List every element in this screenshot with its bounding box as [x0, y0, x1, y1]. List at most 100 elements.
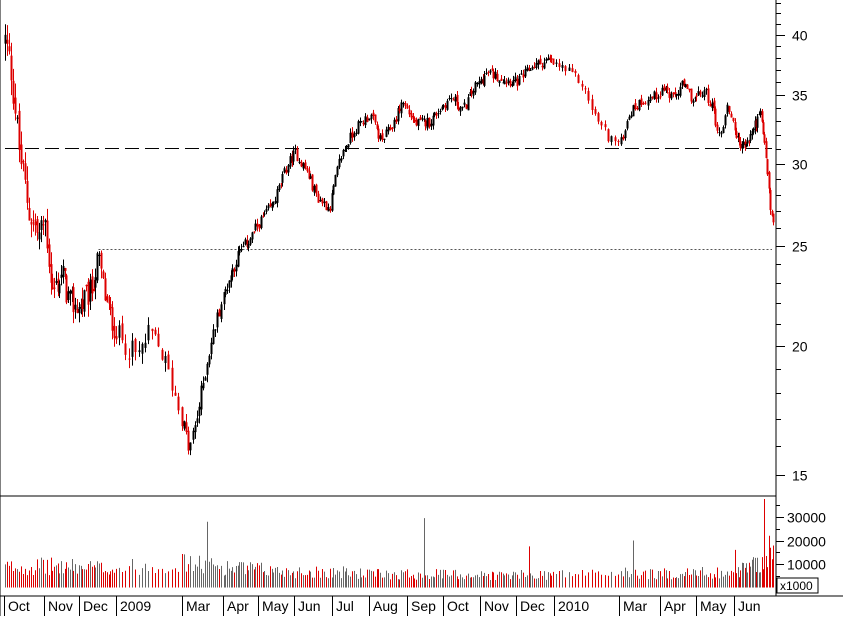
- candle-body: [571, 68, 574, 72]
- candle-body: [651, 96, 654, 98]
- candle-body: [144, 342, 147, 348]
- candle-body: [262, 215, 265, 217]
- candle-body: [647, 100, 650, 106]
- candle-body: [161, 349, 164, 360]
- candle-body: [344, 149, 347, 152]
- candle-body: [260, 216, 263, 228]
- candle-body: [22, 161, 25, 163]
- candle-body: [131, 340, 134, 357]
- candle-body: [442, 105, 445, 107]
- month-label: Mar: [186, 598, 210, 614]
- candle-body: [58, 283, 61, 294]
- candle-body: [253, 231, 256, 233]
- candle-body: [701, 95, 704, 97]
- month-label: Dec: [83, 598, 108, 614]
- candle-body: [607, 129, 610, 142]
- candle-body: [46, 220, 49, 249]
- candle-body: [759, 110, 762, 116]
- candle-body: [485, 72, 488, 75]
- candle-body: [26, 180, 29, 203]
- candle-body: [181, 407, 184, 427]
- candle-body: [634, 103, 637, 110]
- candle-body: [271, 202, 274, 209]
- candle-body: [681, 80, 684, 86]
- candle-body: [200, 385, 203, 410]
- candle-body: [741, 143, 744, 149]
- candle-body: [692, 100, 695, 103]
- candle-body: [584, 88, 587, 90]
- candle-body: [675, 94, 678, 96]
- candle-body: [357, 121, 360, 134]
- candle-body: [452, 99, 455, 101]
- candle-body: [138, 350, 141, 353]
- candle-body: [726, 104, 729, 114]
- candle-body: [514, 76, 517, 82]
- candle-body: [185, 422, 188, 432]
- candle-body: [285, 169, 288, 174]
- candle-body: [242, 245, 245, 248]
- candle-body: [355, 132, 358, 134]
- candle-body: [480, 79, 483, 84]
- candle-body: [87, 281, 90, 305]
- candle-body: [457, 106, 460, 110]
- candle-body: [642, 103, 645, 105]
- candle-body: [437, 113, 440, 115]
- candle-body: [298, 161, 301, 163]
- candle-body: [742, 141, 745, 146]
- candle-body: [289, 156, 292, 167]
- candle-body: [545, 58, 548, 61]
- candle-body: [640, 98, 643, 105]
- candle-body: [115, 336, 118, 340]
- candle-body: [526, 67, 529, 71]
- candle-body: [732, 117, 735, 122]
- candle-body: [306, 168, 309, 172]
- candle-body: [64, 268, 67, 271]
- candle-body: [113, 325, 116, 338]
- candle-body: [724, 115, 727, 126]
- candle-body: [379, 135, 382, 140]
- candle-body: [686, 84, 689, 89]
- candle-body: [228, 280, 231, 288]
- candle-body: [231, 268, 234, 278]
- candle-body: [524, 69, 527, 77]
- candle-body: [51, 278, 54, 290]
- candle-body: [594, 109, 597, 114]
- candle-body: [703, 90, 706, 97]
- candle-body: [220, 304, 223, 319]
- price-tick-label: 30: [792, 157, 808, 173]
- candle-body: [547, 58, 550, 61]
- candle-body: [300, 161, 303, 167]
- candle-body: [65, 275, 68, 303]
- candle-body: [272, 203, 275, 205]
- candle-body: [76, 308, 79, 313]
- candle-body: [91, 276, 94, 294]
- candle-body: [737, 136, 740, 138]
- candle-body: [404, 103, 407, 106]
- candle-body: [577, 75, 580, 83]
- volume-multiplier-label: x1000: [780, 579, 813, 593]
- candle-body: [128, 358, 131, 360]
- candle-body: [624, 130, 627, 139]
- candle-body: [549, 56, 552, 60]
- month-label: Oct: [8, 598, 30, 614]
- candle-body: [472, 91, 475, 96]
- candle-body: [402, 103, 405, 105]
- month-label: Jul: [336, 598, 354, 614]
- candle-body: [558, 63, 561, 68]
- candle-body: [591, 99, 594, 110]
- candle-body: [555, 62, 558, 64]
- candle-body: [505, 82, 508, 84]
- candle-body: [249, 238, 252, 245]
- candle-body: [267, 205, 270, 209]
- candle-body: [187, 430, 190, 451]
- candle-body: [632, 105, 635, 117]
- candle-body: [323, 201, 326, 203]
- volume-multiplier-box: [776, 577, 819, 594]
- candle-body: [476, 82, 479, 85]
- candle-body: [644, 102, 647, 104]
- volume-tick-label: 30000: [787, 510, 826, 526]
- month-label: May: [262, 598, 288, 614]
- candle-body: [413, 117, 416, 122]
